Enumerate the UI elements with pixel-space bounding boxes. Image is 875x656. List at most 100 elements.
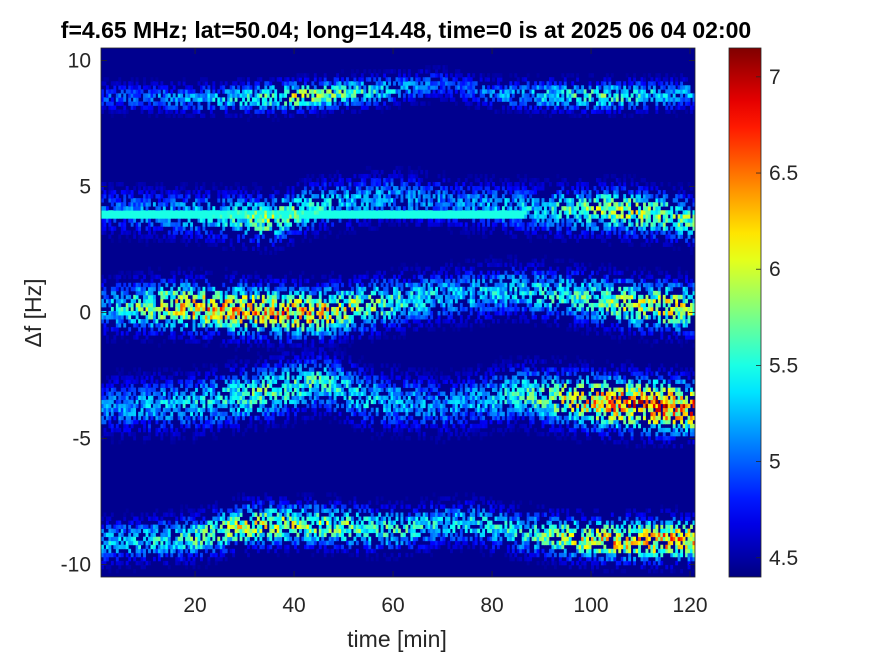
heatmap-cell: [254, 198, 258, 203]
heatmap-cell: [232, 516, 236, 521]
heatmap-cell: [254, 339, 258, 344]
heatmap-cell: [229, 387, 233, 392]
heatmap-cell: [269, 298, 273, 304]
heatmap-cell: [234, 536, 238, 542]
heatmap-cell: [301, 355, 305, 360]
heatmap-cell: [368, 210, 372, 215]
heatmap-cell: [358, 407, 362, 413]
heatmap-cell: [197, 93, 201, 98]
heatmap-cell: [365, 302, 369, 308]
heatmap-cell: [363, 387, 367, 392]
heatmap-cell: [336, 169, 340, 175]
heatmap-cell: [239, 391, 243, 397]
heatmap-cell: [333, 351, 337, 356]
heatmap-cell: [160, 85, 164, 90]
heatmap-cell: [261, 310, 265, 316]
heatmap-cell: [133, 89, 137, 94]
heatmap-cell: [135, 286, 139, 292]
heatmap-cell: [110, 431, 114, 437]
heatmap-cell: [256, 222, 260, 227]
heatmap-cell: [264, 512, 268, 517]
heatmap-cell: [108, 93, 112, 98]
heatmap-cell: [170, 524, 174, 530]
heatmap-cell: [101, 407, 104, 413]
heatmap-cell: [101, 218, 104, 223]
heatmap-cell: [254, 85, 258, 90]
heatmap-cell: [143, 391, 146, 397]
heatmap-cell: [308, 343, 312, 348]
heatmap-cell: [128, 407, 132, 413]
heatmap-cell: [316, 202, 320, 207]
heatmap-cell: [180, 379, 184, 384]
heatmap-cell: [338, 528, 342, 534]
heatmap-cell: [224, 214, 228, 219]
heatmap-cell: [350, 411, 354, 417]
heatmap-cell: [378, 85, 382, 90]
heatmap-cell: [150, 375, 154, 380]
heatmap-cell: [333, 327, 337, 332]
heatmap-cell: [155, 101, 159, 106]
heatmap-cell: [303, 383, 307, 388]
heatmap-cell: [222, 246, 226, 251]
heatmap-cell: [355, 306, 359, 312]
heatmap-cell: [197, 536, 201, 542]
heatmap-cell: [165, 403, 169, 409]
heatmap-cell: [138, 540, 141, 546]
heatmap-cell: [197, 540, 201, 546]
heatmap-cell: [128, 419, 132, 425]
heatmap-cell: [341, 331, 344, 336]
heatmap-cell: [133, 234, 137, 239]
heatmap-cell: [115, 274, 119, 280]
heatmap-cell: [157, 427, 161, 433]
heatmap-cell: [148, 560, 151, 566]
heatmap-cell: [162, 532, 166, 538]
heatmap-cell: [316, 302, 320, 308]
heatmap-cell: [333, 286, 337, 292]
heatmap-cell: [261, 411, 265, 417]
heatmap-cell: [363, 508, 367, 513]
heatmap-cell: [308, 109, 312, 114]
heatmap-cell: [113, 310, 117, 316]
heatmap-cell: [160, 435, 164, 441]
heatmap-cell: [276, 190, 280, 195]
heatmap-cell: [323, 97, 327, 102]
heatmap-cell: [182, 186, 186, 191]
heatmap-cell: [264, 319, 268, 324]
heatmap-cell: [294, 516, 297, 521]
heatmap-cell: [185, 532, 189, 538]
heatmap-cell: [244, 327, 248, 332]
heatmap-cell: [150, 93, 154, 98]
heatmap-cell: [180, 113, 184, 118]
heatmap-cell: [155, 524, 159, 530]
heatmap-cell: [234, 319, 238, 324]
heatmap-cell: [365, 403, 369, 409]
heatmap-cell: [237, 343, 240, 348]
heatmap-cell: [264, 81, 268, 86]
heatmap-cell: [170, 387, 174, 392]
heatmap-cell: [143, 294, 146, 300]
heatmap-cell: [152, 315, 156, 320]
heatmap-cell: [328, 331, 332, 336]
heatmap-cell: [370, 306, 374, 312]
heatmap-cell: [150, 270, 154, 276]
heatmap-cell: [308, 367, 312, 372]
heatmap-cell: [264, 226, 268, 231]
heatmap-cell: [346, 512, 349, 517]
heatmap-cell: [115, 399, 119, 405]
heatmap-cell: [338, 173, 342, 179]
heatmap-cell: [143, 327, 146, 332]
heatmap-cell: [306, 379, 310, 384]
heatmap-cell: [148, 403, 151, 409]
heatmap-cell: [204, 238, 208, 243]
heatmap-cell: [239, 101, 243, 106]
heatmap-cell: [264, 310, 268, 316]
heatmap-cell: [110, 540, 114, 546]
heatmap-cell: [251, 282, 255, 288]
heatmap-cell: [269, 508, 273, 513]
heatmap-cell: [326, 101, 330, 106]
heatmap-cell: [138, 331, 141, 336]
heatmap-cell: [336, 206, 340, 211]
heatmap-cell: [331, 190, 335, 195]
heatmap-cell: [294, 536, 297, 542]
heatmap-cell: [284, 315, 288, 320]
